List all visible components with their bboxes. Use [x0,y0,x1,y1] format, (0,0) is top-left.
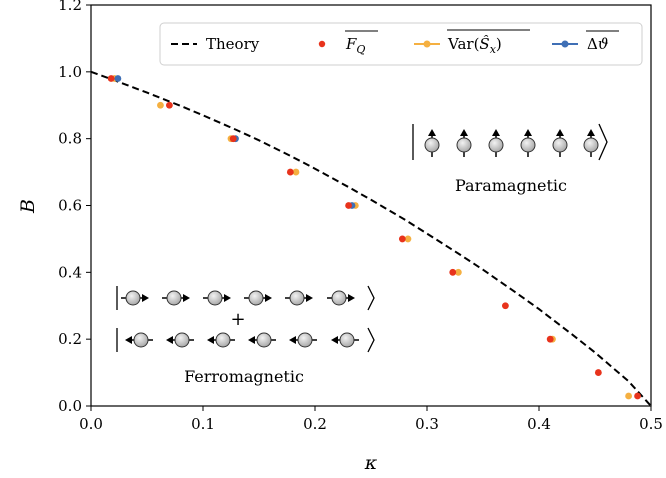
legend-var-label: Var(Ŝx) [447,35,502,56]
x-tick-label-0: 0.0 [79,415,103,433]
ferromagnetic-label: Ferromagnetic [184,367,304,386]
x-tick-label-4: 0.4 [527,415,551,433]
point-series0-7 [502,302,509,310]
x-tick-label-1: 0.1 [191,415,215,433]
legend: Theory FQ Var(Ŝx) Δϑ [159,22,643,66]
point-series0-4 [345,202,352,209]
ferro-spin-right-3 [248,290,264,306]
ferromagnetic-illustration [116,285,375,353]
point-series0-2 [229,135,237,143]
superposition-plus: + [230,309,245,330]
paramagnetic-label: Paramagnetic [455,176,567,195]
y-tick-label-5: 1.0 [58,63,82,81]
point-series0-10 [634,392,641,400]
y-tick-label-3: 0.6 [58,197,82,215]
x-tick-label-3: 0.3 [415,415,439,433]
point-series1-6 [454,268,462,276]
y-tick-label-6: 1.2 [58,0,82,14]
ferro-spin-left-1 [174,332,190,348]
point-series0-1 [166,101,173,109]
ferro-ket-right-bottom [367,327,375,353]
x-ticks: 0.0 0.1 0.2 0.3 0.4 0.5 [79,406,663,433]
para-ket-right [598,123,608,161]
legend-box [159,22,643,66]
ferro-ket-right-top [367,285,375,311]
ferro-spin-right-0 [125,290,141,306]
point-series1-8 [625,392,632,400]
point-series2-0 [114,75,122,82]
ferro-spin-left-0 [133,332,149,348]
para-spin-1 [456,137,472,153]
para-spin-3 [520,137,536,153]
ferro-spin-left-2-arrowhead [207,336,214,344]
para-spin-4 [552,137,568,153]
y-ticks: 0.0 0.2 0.4 0.6 0.8 1.0 1.2 [58,0,91,415]
ferro-spin-right-4-arrowhead [306,294,313,302]
para-spin-2 [488,137,504,153]
legend-dtheta-label: Δϑ [587,35,609,53]
ferro-spin-left-4 [297,332,313,348]
point-series0-8 [546,335,554,343]
y-tick-label-4: 0.8 [58,130,82,148]
data-points [107,75,641,400]
ferro-spin-right-2-arrowhead [224,294,231,302]
ferro-spin-left-1-arrowhead [166,336,173,344]
ferro-spin-right-5 [331,290,347,306]
point-series1-5 [404,235,412,243]
ferro-spin-left-5 [339,332,355,348]
para-spin-5-arrowhead [587,129,595,136]
ferro-spin-left-3-arrowhead [248,336,255,344]
point-series1-1 [157,101,164,109]
point-series1-3 [292,168,300,176]
legend-fq-swatch [318,40,326,48]
ferro-spin-left-0-arrowhead [125,336,132,344]
point-series0-9 [594,369,602,376]
legend-theory-label: Theory [206,35,260,53]
para-spin-3-arrowhead [524,129,532,136]
legend-dtheta-swatch [561,40,569,48]
ferro-spin-right-1 [166,290,182,306]
point-series0-5 [398,235,406,243]
ferro-spin-right-5-arrowhead [348,294,355,302]
ferro-spin-right-2 [207,290,223,306]
ferro-spin-right-3-arrowhead [265,294,272,302]
ferro-spin-right-1-arrowhead [183,294,190,302]
ferro-spin-left-3 [256,332,272,348]
para-spin-2-arrowhead [492,129,500,136]
x-tick-label-2: 0.2 [303,415,327,433]
ferro-spin-left-2 [215,332,231,348]
theory-line [90,70,652,407]
para-spin-1-arrowhead [460,129,468,136]
para-spin-0 [424,137,440,153]
y-tick-label-2: 0.4 [58,263,82,281]
y-tick-label-1: 0.2 [58,330,82,348]
point-series0-6 [449,268,457,276]
para-spin-5 [583,137,599,153]
point-series0-0 [107,75,115,82]
x-tick-label-5: 0.5 [639,415,663,433]
y-axis-label: B [17,199,39,214]
ferro-spin-left-4-arrowhead [289,336,296,344]
legend-var-swatch [423,40,431,48]
x-axis-label: κ [364,452,378,474]
para-spin-0-arrowhead [428,129,436,136]
ferro-spin-right-0-arrowhead [142,294,149,302]
paramagnetic-illustration [412,123,608,161]
y-tick-label-0: 0.0 [58,397,82,415]
para-spin-4-arrowhead [556,129,564,136]
point-series0-3 [286,168,294,176]
ferro-spin-left-5-arrowhead [331,336,338,344]
ferro-spin-right-4 [289,290,305,306]
